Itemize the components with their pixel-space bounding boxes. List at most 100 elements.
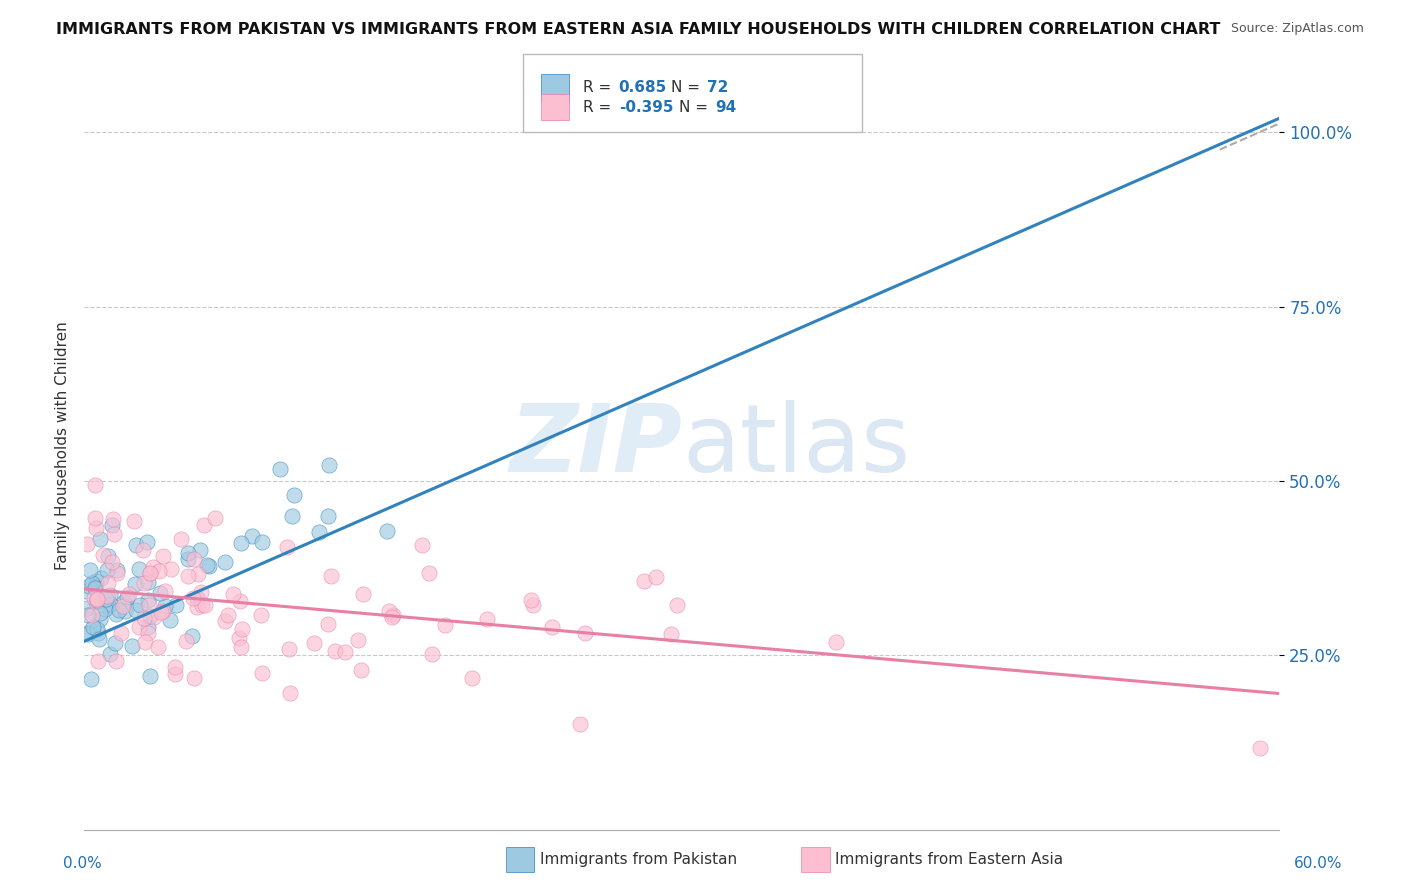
Point [153, 599, 176, 613]
Point [89, 533, 111, 547]
Text: 0.0%: 0.0% [63, 856, 103, 871]
Point [153, 584, 176, 599]
Point [218, 607, 240, 622]
Point [118, 587, 141, 601]
Point [143, 609, 166, 624]
Point [347, 632, 370, 647]
Point [214, 614, 236, 628]
Point [165, 599, 187, 613]
Point [132, 575, 155, 590]
Point [125, 538, 148, 552]
Point [269, 462, 291, 476]
Point [381, 609, 404, 624]
Point [229, 593, 252, 607]
Point [181, 591, 204, 605]
Point [86, 592, 108, 607]
Point [105, 607, 128, 622]
Point [84, 521, 107, 535]
Point [659, 627, 682, 641]
Point [250, 666, 273, 681]
Point [240, 528, 263, 542]
Point [136, 593, 159, 607]
Point [115, 590, 138, 604]
Point [190, 585, 212, 599]
Point [84, 595, 107, 609]
Point [825, 635, 848, 649]
Point [411, 538, 433, 552]
Point [574, 625, 596, 640]
Point [666, 598, 689, 612]
Text: Immigrants from Eastern Asia: Immigrants from Eastern Asia [835, 853, 1063, 867]
Point [231, 640, 253, 654]
Point [316, 617, 339, 632]
Point [250, 607, 273, 622]
Point [107, 602, 129, 616]
Point [375, 524, 398, 538]
Point [97, 575, 120, 590]
Point [77, 625, 100, 640]
Point [77, 579, 100, 593]
Point [204, 511, 226, 525]
Point [434, 618, 457, 632]
Text: R =: R = [583, 100, 617, 114]
Point [84, 478, 107, 492]
Point [278, 686, 301, 700]
Point [422, 647, 444, 661]
Point [80, 576, 103, 591]
Point [136, 534, 159, 549]
Point [316, 508, 339, 523]
Point [79, 563, 101, 577]
Point [139, 668, 162, 682]
Text: 72: 72 [707, 80, 728, 95]
Point [231, 623, 253, 637]
Point [170, 533, 193, 547]
Point [250, 535, 273, 549]
Point [112, 595, 135, 609]
Point [222, 587, 245, 601]
Point [522, 599, 544, 613]
Point [214, 555, 236, 569]
Point [84, 574, 107, 588]
Text: N =: N = [679, 100, 713, 114]
Point [111, 599, 134, 613]
Point [128, 599, 150, 613]
Point [302, 636, 325, 650]
Point [186, 591, 208, 606]
Point [136, 574, 159, 589]
Point [323, 644, 346, 658]
Point [101, 555, 124, 569]
Point [138, 598, 160, 612]
Point [183, 671, 205, 685]
Point [541, 620, 564, 634]
Point [103, 527, 125, 541]
Point [97, 598, 120, 612]
Point [136, 626, 159, 640]
Point [87, 626, 110, 640]
Point [176, 546, 198, 560]
Point [114, 604, 136, 618]
Point [461, 671, 484, 685]
Point [633, 574, 655, 589]
Point [142, 560, 165, 574]
Point [76, 607, 98, 622]
Point [183, 552, 205, 566]
Point [91, 548, 114, 562]
Point [276, 540, 298, 554]
Point [146, 640, 169, 654]
Point [87, 632, 110, 646]
Point [104, 654, 127, 668]
Point [187, 567, 209, 582]
Text: 0.685: 0.685 [619, 80, 666, 95]
Point [152, 549, 174, 563]
Point [1249, 740, 1271, 755]
Point [198, 558, 221, 573]
Point [84, 581, 107, 595]
Point [122, 514, 145, 528]
Point [163, 667, 186, 681]
Point [86, 592, 108, 607]
Point [134, 611, 156, 625]
Point [475, 612, 498, 626]
Point [159, 613, 181, 627]
Point [87, 593, 110, 607]
Point [138, 619, 160, 633]
